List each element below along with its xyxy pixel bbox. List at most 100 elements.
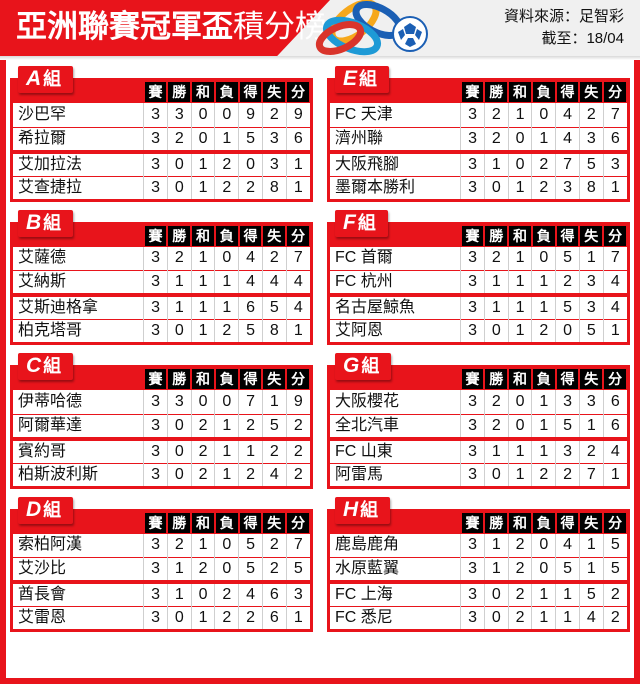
table-row[interactable]: 濟州聯 3 2 0 1 4 3 6 [328, 126, 629, 152]
stat-cell: 2 [166, 126, 192, 152]
team-name: 大阪櫻花 [335, 392, 400, 410]
stat-cell: 2 [483, 390, 509, 414]
column-header: 賽 [460, 510, 485, 534]
afc-champions-league-logo-icon [315, 0, 428, 56]
table-row[interactable]: FC 杭州 3 1 1 1 2 3 4 [328, 270, 629, 295]
stat-cell: 3 [143, 149, 168, 176]
stat-cell: 2 [214, 580, 239, 607]
column-header: 和 [191, 79, 215, 103]
stat-cell: 0 [238, 149, 263, 176]
stat-cell: 8 [578, 175, 604, 200]
table-row[interactable]: 大阪櫻花 3 2 0 1 3 3 6 [328, 390, 629, 414]
stat-cell: 3 [578, 270, 604, 295]
table-row[interactable]: 賓約哥 3 0 2 1 1 2 2 [11, 436, 312, 463]
stat-cell: 1 [507, 319, 532, 344]
table-row[interactable]: 艾阿恩 3 0 1 2 0 5 1 [328, 319, 629, 344]
column-header: 和 [508, 366, 532, 390]
table-row[interactable]: 鹿島鹿角 3 1 2 0 4 1 5 [328, 533, 629, 558]
stat-cell: 7 [578, 462, 604, 487]
stat-cell: 0 [166, 175, 192, 200]
stat-cell: 1 [190, 246, 215, 271]
table-row[interactable]: 艾斯迪格拿 3 1 1 1 6 5 4 [11, 293, 312, 320]
column-header: 賽 [143, 223, 168, 247]
stat-cell: 2 [483, 103, 509, 127]
stat-cell: 0 [507, 149, 532, 176]
group-letter: C [26, 354, 42, 377]
stat-cell: 3 [460, 175, 485, 200]
stat-cell: 3 [460, 533, 485, 558]
stat-cell: 2 [602, 580, 629, 607]
table-row[interactable]: FC 山東 3 1 1 1 3 2 4 [328, 436, 629, 463]
standings-table-e: 賽勝和負得失分 FC 天津 3 2 1 0 4 2 7 濟州聯 3 2 0 1 4 3 6 大阪飛腳 3 1 0 2 7 5 3… [327, 78, 630, 202]
stat-cell: 0 [166, 319, 192, 344]
stat-cell: 2 [602, 606, 629, 631]
stat-cell: 2 [507, 533, 532, 558]
stat-cell: 9 [285, 103, 312, 127]
stat-cell: 3 [143, 293, 168, 320]
team-name: 全北汽車 [328, 413, 461, 439]
stat-cell: 1 [507, 246, 532, 271]
stat-cell: 9 [238, 103, 263, 127]
column-header: 失 [262, 223, 287, 247]
table-row[interactable]: 沙巴罕 3 3 0 0 9 2 9 [11, 103, 312, 127]
table-row[interactable]: 艾納斯 3 1 1 1 4 4 4 [11, 270, 312, 295]
stat-cell: 0 [166, 413, 192, 439]
table-row[interactable]: 索柏阿漢 3 2 1 0 5 2 7 [11, 533, 312, 558]
stat-cell: 2 [214, 149, 239, 176]
column-header-label: 失 [580, 225, 603, 246]
stat-cell: 4 [238, 270, 263, 295]
column-header-label: 負 [532, 512, 555, 533]
table-row[interactable]: FC 首爾 3 2 1 0 5 1 7 [328, 246, 629, 271]
table-row[interactable]: 艾沙比 3 1 2 0 5 2 5 [11, 557, 312, 582]
table-row[interactable]: FC 天津 3 2 1 0 4 2 7 [328, 103, 629, 127]
stat-cell: 2 [190, 557, 215, 582]
stat-cell: 7 [285, 533, 312, 558]
stat-cell: 3 [143, 270, 168, 295]
column-header-label: 得 [239, 369, 262, 389]
table-row[interactable]: 艾雷恩 3 0 1 2 2 6 1 [11, 606, 312, 631]
stat-cell: 6 [261, 580, 287, 607]
table-row[interactable]: FC 上海 3 0 2 1 1 5 2 [328, 580, 629, 607]
table-row[interactable]: 名古屋鯨魚 3 1 1 1 5 3 4 [328, 293, 629, 320]
stat-cell: 0 [166, 606, 192, 631]
column-header: 分 [286, 223, 312, 247]
group-f: F 組賽勝和負得失分 FC 首爾 3 2 1 0 5 1 7 FC 杭州 3 1 1 1 2 3 4 名古屋鯨魚 3 1… [327, 209, 630, 345]
table-row[interactable]: FC 悉尼 3 0 2 1 1 4 2 [328, 606, 629, 631]
table-row[interactable]: 伊蒂哈德 3 3 0 0 7 1 9 [11, 390, 312, 414]
standings-table-c: 賽勝和負得失分伊蒂哈德 3 3 0 0 7 1 9 阿爾華達 3 0 2 1 2 5 2 賓約哥 3 0 2 1 1 2 2 柏… [10, 365, 313, 489]
stat-cell: 1 [285, 175, 312, 200]
stat-cell: 1 [483, 436, 509, 463]
group-c: C 組賽勝和負得失分伊蒂哈德 3 3 0 0 7 1 9 阿爾華達 3 0 2 1 2 5 2 賓約哥 3 0 2 1 1 2… [10, 353, 313, 489]
column-header-label: 負 [215, 512, 238, 533]
column-header: 分 [286, 366, 312, 390]
stat-cell: 3 [460, 413, 485, 439]
table-row[interactable]: 希拉爾 3 2 0 1 5 3 6 [11, 126, 312, 152]
stat-cell: 6 [238, 293, 263, 320]
table-row[interactable]: 酋長會 3 1 0 2 4 6 3 [11, 580, 312, 607]
column-header-label: 勝 [168, 512, 191, 533]
column-header-label: 勝 [485, 369, 508, 389]
table-row[interactable]: 柏斯波利斯 3 0 2 1 2 4 2 [11, 462, 312, 487]
table-row[interactable]: 柏克塔哥 3 0 1 2 5 8 1 [11, 319, 312, 344]
stat-cell: 3 [143, 533, 168, 558]
team-name: 阿雷馬 [328, 462, 461, 487]
standings-table-a: 賽勝和負得失分沙巴罕 3 3 0 0 9 2 9 希拉爾 3 2 0 1 5 3 6 艾加拉法 3 0 1 2 0 3 1 艾查… [10, 78, 313, 202]
column-header: 負 [214, 366, 239, 390]
table-row[interactable]: 阿雷馬 3 0 1 2 2 7 1 [328, 462, 629, 487]
table-row[interactable]: 艾薩德 3 2 1 0 4 2 7 [11, 246, 312, 271]
stat-cell: 1 [483, 149, 509, 176]
column-header-label: 得 [556, 512, 579, 533]
table-row[interactable]: 阿爾華達 3 0 2 1 2 5 2 [11, 413, 312, 439]
table-row[interactable]: 大阪飛腳 3 1 0 2 7 5 3 [328, 149, 629, 176]
table-row[interactable]: 艾加拉法 3 0 1 2 0 3 1 [11, 149, 312, 176]
stat-cell: 2 [285, 462, 312, 487]
stat-cell: 3 [578, 293, 604, 320]
column-header: 賽 [460, 223, 485, 247]
table-row[interactable]: 墨爾本勝利 3 0 1 2 3 8 1 [328, 175, 629, 200]
table-row[interactable]: 艾查捷拉 3 0 1 2 2 8 1 [11, 175, 312, 200]
column-header-label: 失 [580, 82, 603, 102]
table-row[interactable]: 全北汽車 3 2 0 1 5 1 6 [328, 413, 629, 439]
table-row[interactable]: 水原藍翼 3 1 2 0 5 1 5 [328, 557, 629, 582]
